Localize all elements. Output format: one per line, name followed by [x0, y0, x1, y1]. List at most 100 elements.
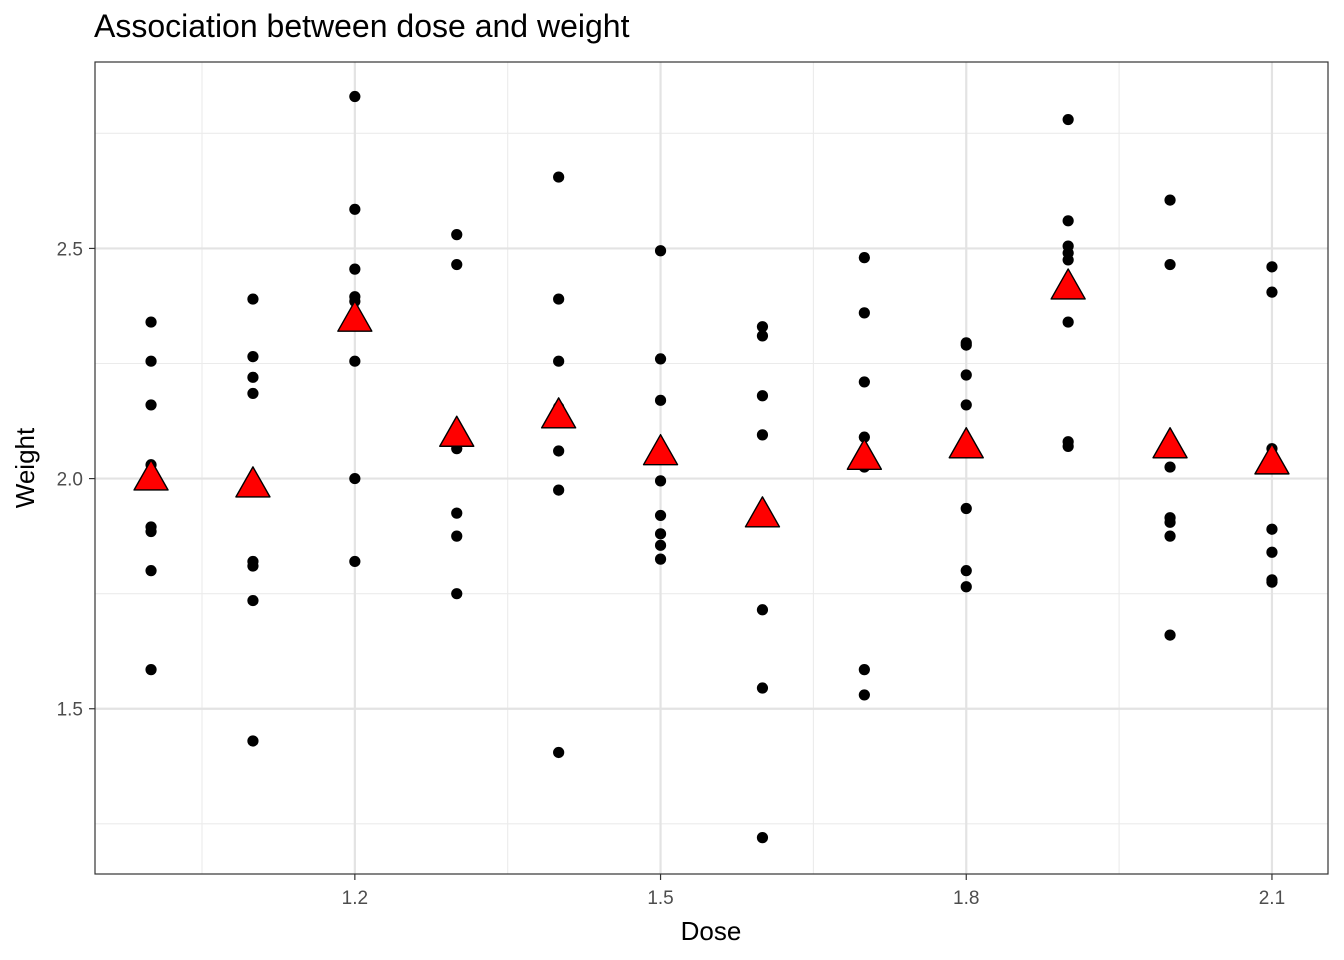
- data-point: [756, 682, 769, 694]
- mean-marker: [846, 438, 883, 470]
- data-point: [247, 387, 259, 400]
- mean-marker: [1152, 427, 1188, 459]
- data-point: [858, 664, 870, 676]
- data-point: [1164, 194, 1176, 206]
- data-point: [247, 560, 259, 572]
- data-point: [1062, 254, 1074, 266]
- data-point: [145, 399, 157, 411]
- data-point: [756, 330, 769, 342]
- mean-marker: [439, 415, 475, 447]
- data-point: [1164, 629, 1176, 641]
- data-point: [654, 553, 667, 565]
- axes: 1.2 1.5 1.8 2.1 1.5 2.0 2.5: [57, 239, 1286, 909]
- x-tick-label: 1.2: [342, 888, 368, 909]
- y-tick-label: 2.5: [57, 239, 83, 260]
- data-point: [1062, 215, 1074, 227]
- x-tick-label: 2.1: [1259, 888, 1285, 909]
- data-point: [553, 171, 565, 183]
- data-point: [451, 588, 463, 600]
- data-point: [654, 245, 667, 257]
- data-point: [349, 472, 361, 485]
- data-points: [145, 90, 1278, 844]
- data-point: [1062, 440, 1074, 452]
- data-point: [451, 258, 463, 271]
- data-point: [654, 509, 667, 522]
- data-point: [1266, 286, 1278, 298]
- data-point: [247, 735, 259, 747]
- data-point: [145, 316, 157, 328]
- data-point: [756, 429, 769, 441]
- data-point: [858, 689, 870, 701]
- data-point: [960, 581, 972, 593]
- data-point: [145, 664, 157, 676]
- mean-marker: [337, 300, 373, 332]
- data-point: [349, 90, 361, 103]
- data-point: [145, 565, 157, 577]
- mean-marker: [1050, 268, 1086, 300]
- data-point: [858, 307, 870, 319]
- data-point: [349, 263, 361, 275]
- data-point: [553, 484, 565, 496]
- data-point: [1164, 258, 1176, 271]
- data-point: [1062, 113, 1074, 126]
- mean-marker: [540, 397, 577, 429]
- data-point: [553, 293, 565, 305]
- data-point: [247, 371, 259, 383]
- data-point: [451, 530, 463, 542]
- data-point: [756, 321, 769, 333]
- mean-marker: [133, 459, 169, 491]
- data-point: [858, 252, 870, 264]
- data-point: [654, 539, 667, 551]
- data-point: [1164, 530, 1176, 542]
- data-point: [553, 445, 565, 457]
- data-point: [1266, 523, 1278, 535]
- data-point: [553, 355, 565, 367]
- data-point: [960, 399, 972, 411]
- x-axis-title: Dose: [681, 916, 742, 946]
- data-point: [247, 594, 259, 607]
- data-point: [756, 832, 769, 844]
- plot-panel-border: [94, 61, 1329, 875]
- data-point: [349, 555, 361, 568]
- data-point: [960, 369, 972, 381]
- data-point: [1164, 461, 1176, 473]
- data-point: [145, 355, 157, 367]
- x-tick-label: 1.8: [953, 888, 979, 909]
- data-point: [858, 376, 870, 388]
- data-point: [451, 229, 463, 241]
- data-point: [654, 528, 667, 540]
- data-point: [247, 293, 259, 305]
- data-point: [1266, 546, 1278, 558]
- data-point: [960, 565, 972, 577]
- mean-marker: [235, 466, 271, 498]
- data-point: [654, 475, 667, 487]
- data-point: [960, 339, 972, 351]
- mean-marker: [948, 427, 984, 459]
- data-point: [553, 746, 565, 759]
- mean-marker: [744, 496, 781, 528]
- data-point: [451, 507, 463, 519]
- y-tick-label: 1.5: [57, 700, 83, 721]
- gridlines: [95, 62, 1328, 874]
- x-tick-label: 1.5: [647, 888, 673, 909]
- data-point: [654, 394, 667, 406]
- data-point: [247, 351, 259, 363]
- data-point: [349, 355, 361, 367]
- data-point: [960, 502, 972, 515]
- mean-marker: [1254, 443, 1290, 475]
- data-point: [1266, 576, 1278, 588]
- data-point: [654, 353, 667, 365]
- mean-marker: [642, 433, 679, 466]
- data-point: [1164, 516, 1176, 528]
- data-point: [1266, 261, 1278, 273]
- y-axis-title: Weight: [10, 427, 40, 508]
- chart-title: Association between dose and weight: [94, 8, 630, 44]
- data-point: [756, 604, 769, 616]
- data-point: [858, 431, 870, 443]
- data-point: [349, 203, 361, 215]
- data-point: [1062, 316, 1074, 328]
- data-point: [145, 525, 157, 538]
- mean-markers: [133, 268, 1290, 528]
- y-tick-label: 2.0: [57, 470, 83, 491]
